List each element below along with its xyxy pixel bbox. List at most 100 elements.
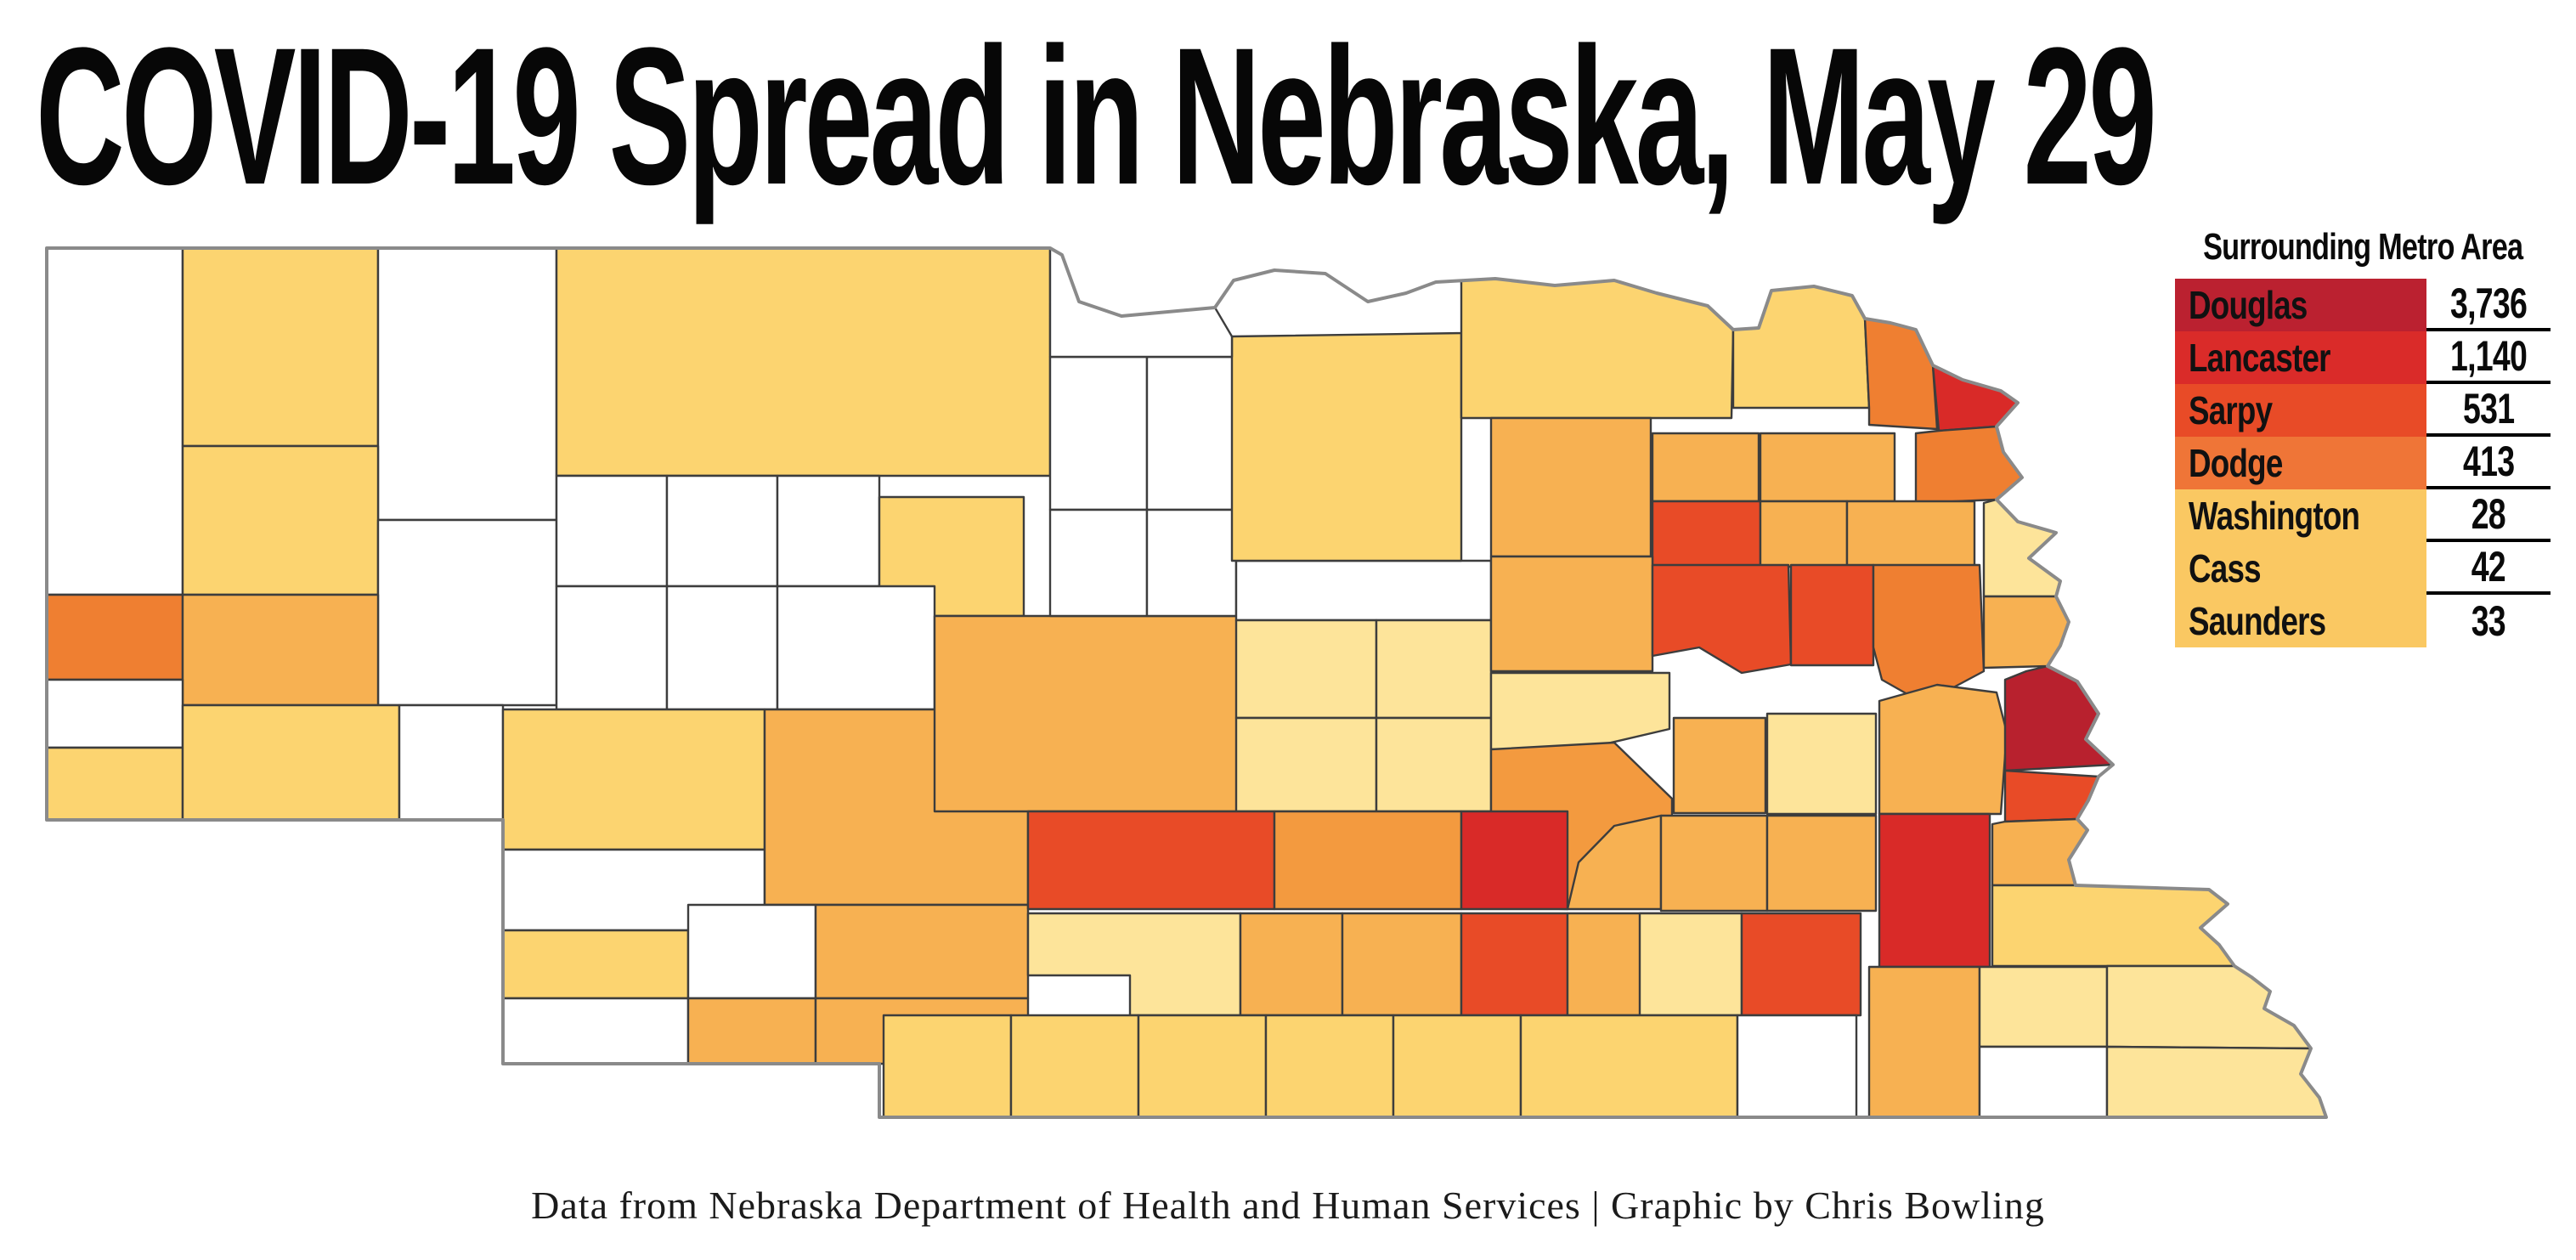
legend-rows: Douglas 3,736 Lancaster 1,140 Sarpy 531 Dodge 4… — [2175, 279, 2551, 647]
county-madison — [1651, 500, 1762, 568]
county-otoe — [1991, 884, 2236, 968]
county-wheeler — [1234, 559, 1493, 622]
county-thomas — [776, 474, 881, 588]
legend-county-label: Lancaster — [2189, 336, 2330, 380]
state-outline — [45, 246, 2328, 1119]
legend-swatch: Dodge — [2175, 437, 2426, 489]
county-richardson — [2105, 1045, 2328, 1119]
legend-county-label: Washington — [2189, 494, 2360, 538]
county-kimball — [45, 746, 184, 822]
county-phelps — [1239, 912, 1344, 1017]
county-sherman — [1234, 716, 1378, 813]
county-gage — [1867, 965, 1981, 1119]
county-jefferson — [1736, 1014, 1858, 1119]
legend-row-douglas: Douglas 3,736 — [2175, 279, 2551, 331]
county-keya-paha — [1048, 246, 1234, 359]
legend-row-dodge: Dodge 413 — [2175, 437, 2551, 489]
county-chase — [501, 929, 690, 1000]
county-cuming — [1845, 500, 1976, 568]
legend-swatch: Lancaster — [2175, 331, 2426, 384]
legend-row-washington: Washington 28 — [2175, 489, 2551, 542]
county-hayes — [686, 903, 817, 1000]
county-frontier — [814, 903, 1030, 1000]
county-pierce — [1651, 432, 1760, 503]
county-hamilton — [1566, 814, 1663, 911]
legend-county-value: 531 — [2426, 384, 2551, 437]
county-deuel — [398, 703, 505, 822]
county-pawnee — [1978, 1045, 2109, 1119]
county-boyd — [1213, 268, 1465, 338]
county-polk — [1672, 716, 1767, 815]
legend: Surrounding Metro Area Douglas 3,736 Lanca… — [2175, 226, 2551, 647]
legend-county-value: 33 — [2426, 595, 2551, 647]
legend-county-label: Cass — [2189, 546, 2262, 590]
credit-line: Data from Nebraska Department of Health … — [531, 1184, 2045, 1227]
county-antelope — [1489, 416, 1652, 558]
county-howard — [1375, 716, 1493, 813]
county-sheridan — [376, 246, 558, 522]
legend-swatch: Cass — [2175, 542, 2426, 595]
county-seward — [1765, 814, 1878, 913]
county-burt — [1982, 498, 2062, 598]
county-saline — [1740, 912, 1862, 1017]
legend-county-value: 42 — [2426, 542, 2551, 595]
county-dixon — [1863, 317, 1939, 431]
county-sarpy — [2003, 769, 2100, 823]
county-hooker — [665, 474, 779, 588]
county-keith — [501, 708, 766, 851]
county-york — [1659, 814, 1769, 913]
county-johnson — [1978, 965, 2109, 1048]
county-fillmore — [1638, 912, 1743, 1017]
legend-county-label: Douglas — [2189, 283, 2308, 327]
county-scotts-bluff — [45, 593, 184, 681]
county-garfield — [1145, 508, 1238, 618]
county-brown — [1048, 355, 1149, 511]
county-adams — [1460, 912, 1569, 1017]
county-arthur — [555, 585, 669, 711]
county-nuckolls — [1392, 1014, 1522, 1119]
county-mcpherson — [665, 585, 779, 711]
legend-county-label: Sarpy — [2189, 388, 2273, 432]
county-dawson — [1026, 810, 1276, 911]
county-harlan — [1009, 1014, 1140, 1119]
legend-swatch: Saunders — [2175, 595, 2426, 647]
legend-row-saunders: Saunders 33 — [2175, 595, 2551, 647]
legend-county-label: Dodge — [2189, 441, 2283, 485]
county-blaine — [878, 495, 1025, 618]
county-cherry — [555, 246, 1052, 477]
county-greeley — [1375, 619, 1493, 720]
county-hall — [1460, 810, 1569, 911]
county-franklin — [1137, 1014, 1268, 1119]
county-boone — [1489, 555, 1654, 673]
legend-swatch: Washington — [2175, 489, 2426, 542]
county-thayer — [1519, 1014, 1739, 1119]
county-saunders — [1878, 683, 2008, 816]
county-cheyenne — [181, 703, 401, 822]
legend-row-cass: Cass 42 — [2175, 542, 2551, 595]
county-nemaha — [2105, 964, 2313, 1050]
county-banner — [45, 678, 184, 749]
county-kearney — [1341, 912, 1463, 1017]
county-butler — [1765, 712, 1878, 816]
county-dodge — [1872, 563, 1986, 696]
county-platte — [1651, 563, 1793, 675]
legend-county-value: 3,736 — [2426, 279, 2551, 331]
legend-county-value: 28 — [2426, 489, 2551, 542]
county-custer — [933, 614, 1268, 813]
county-wayne — [1759, 432, 1896, 503]
county-morrill — [181, 593, 380, 707]
county-knox — [1460, 277, 1735, 420]
county-rock — [1145, 355, 1238, 511]
legend-row-sarpy: Sarpy 531 — [2175, 384, 2551, 437]
county-valley — [1234, 619, 1378, 720]
county-dundy — [501, 997, 690, 1065]
county-furnas — [882, 1014, 1013, 1119]
county-dawes — [181, 246, 380, 448]
legend-county-value: 413 — [2426, 437, 2551, 489]
legend-row-lancaster: Lancaster 1,140 — [2175, 331, 2551, 384]
county-hitchcock — [686, 997, 817, 1065]
county-grant — [555, 474, 669, 588]
legend-heading: Surrounding Metro Area — [2202, 226, 2523, 268]
